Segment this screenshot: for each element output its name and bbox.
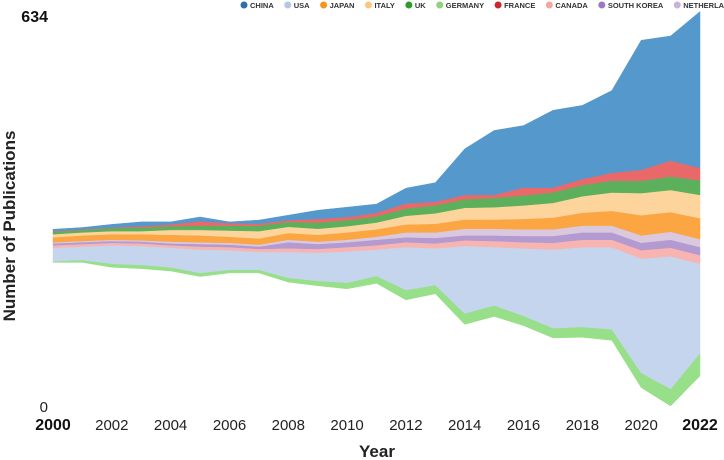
legend-item-south-korea: SOUTH KOREA — [598, 1, 664, 10]
y-tick-label: 634 — [21, 9, 48, 26]
legend-label: CANADA — [555, 1, 588, 10]
x-tick-label: 2022 — [682, 417, 718, 434]
legend-label: USA — [294, 1, 310, 10]
x-tick-label: 2006 — [213, 417, 246, 434]
legend-marker — [320, 1, 328, 9]
legend-marker — [494, 1, 502, 9]
legend-marker — [364, 1, 372, 9]
legend-item-uk: UK — [405, 1, 426, 10]
legend-item-france: FRANCE — [494, 1, 535, 10]
x-tick-label: 2012 — [389, 417, 422, 434]
legend-marker — [598, 1, 606, 9]
legend-label: GERMANY — [446, 1, 484, 10]
area-china — [52, 10, 701, 232]
legend-label: FRANCE — [504, 1, 535, 10]
legend-item-china: CHINA — [240, 1, 274, 10]
legend-item-usa: USA — [284, 1, 310, 10]
legend-marker — [284, 1, 292, 9]
legend-marker — [673, 1, 681, 9]
stream-areas — [52, 10, 701, 407]
legend-item-netherlands: NETHERLANDS — [673, 1, 724, 10]
legend-label: JAPAN — [330, 1, 355, 10]
legend-marker — [436, 1, 444, 9]
x-tick-label: 2000 — [35, 417, 71, 434]
x-tick-label: 2008 — [272, 417, 305, 434]
legend-item-canada: CANADA — [545, 1, 588, 10]
x-tick-label: 2014 — [448, 417, 481, 434]
x-tick-label: 2016 — [507, 417, 540, 434]
x-axis: 2000 2002 2004 2006 2008 2010 2012 2014 2016 2018… — [35, 417, 718, 434]
legend-item-japan: JAPAN — [320, 1, 354, 10]
legend-marker — [405, 1, 413, 9]
y-axis: 634 0 — [21, 9, 48, 416]
x-tick-label: 2004 — [154, 417, 187, 434]
legend-label: UK — [415, 1, 426, 10]
legend-item-germany: GERMANY — [436, 1, 484, 10]
legend-label: NETHERLANDS — [683, 1, 724, 10]
legend-label: CHINA — [250, 1, 274, 10]
legend: CHINA USA JAPAN ITALY UK GERMANY FRANCE CANADA S… — [240, 1, 724, 10]
legend-label: ITALY — [374, 1, 394, 10]
y-tick-label: 0 — [40, 399, 48, 416]
legend-item-italy: ITALY — [364, 1, 395, 10]
x-axis-title: Year — [359, 442, 395, 460]
x-tick-label: 2002 — [95, 417, 128, 434]
legend-marker — [545, 1, 553, 9]
x-tick-label: 2010 — [330, 417, 363, 434]
x-tick-label: 2020 — [625, 417, 658, 434]
legend-marker — [240, 1, 248, 9]
x-tick-label: 2018 — [566, 417, 599, 434]
y-axis-title: Number of Publications — [0, 131, 19, 322]
legend-label: SOUTH KOREA — [608, 1, 664, 10]
